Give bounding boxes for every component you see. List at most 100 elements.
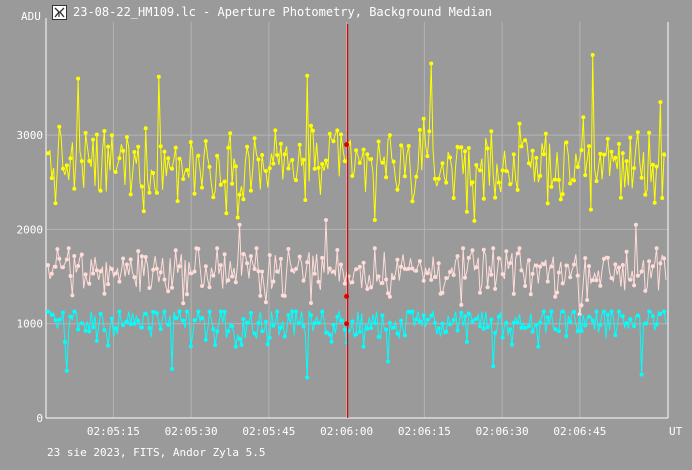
data-point: [478, 168, 482, 173]
data-point: [222, 309, 227, 314]
data-point: [620, 151, 625, 156]
data-point: [68, 314, 73, 319]
data-point: [660, 196, 665, 200]
data-point: [545, 201, 550, 206]
data-point: [132, 150, 137, 154]
data-point: [226, 278, 231, 283]
data-point: [235, 215, 240, 220]
data-point: [585, 298, 590, 302]
data-point: [590, 53, 595, 57]
data-point: [109, 267, 114, 271]
data-point: [91, 271, 96, 276]
data-point: [156, 74, 161, 79]
y-tick-label-2: 2000: [17, 223, 44, 236]
data-point: [472, 218, 477, 223]
data-point: [528, 292, 533, 297]
data-point: [650, 162, 655, 167]
data-point: [605, 136, 610, 141]
data-point: [132, 321, 137, 326]
data-point: [64, 163, 69, 168]
data-point: [658, 312, 663, 316]
data-point: [391, 276, 396, 281]
data-point: [500, 272, 505, 277]
x-tick-label-5: 02:06:30: [476, 425, 529, 438]
data-point: [166, 156, 171, 161]
data-point: [517, 246, 522, 251]
data-point: [286, 247, 291, 251]
data-point: [196, 246, 201, 251]
data-point: [124, 135, 129, 140]
data-point: [151, 309, 156, 314]
data-point: [218, 263, 223, 268]
data-point: [294, 178, 298, 183]
data-point: [511, 320, 516, 325]
data-point: [376, 274, 381, 279]
data-point: [399, 143, 404, 148]
data-point: [218, 182, 223, 187]
data-point: [158, 144, 163, 149]
data-point: [342, 159, 347, 164]
data-point: [46, 309, 50, 314]
data-point: [549, 309, 554, 314]
data-point: [241, 197, 246, 202]
data-point: [414, 174, 419, 179]
data-point: [173, 145, 178, 150]
data-point: [87, 329, 92, 334]
data-point: [203, 139, 208, 144]
data-point: [654, 322, 659, 327]
data-point: [590, 318, 595, 323]
data-point: [617, 141, 621, 146]
data-point: [594, 179, 599, 184]
data-point: [395, 257, 400, 262]
data-point: [121, 148, 126, 153]
data-point: [124, 262, 129, 267]
data-point: [643, 192, 648, 197]
data-point: [485, 146, 490, 151]
data-point: [188, 344, 193, 349]
data-point: [350, 319, 355, 324]
data-point: [177, 264, 182, 269]
data-point: [117, 156, 122, 161]
data-point: [618, 195, 623, 200]
data-point: [245, 261, 250, 266]
cursor-marker-2: [344, 321, 350, 327]
data-point: [200, 316, 204, 320]
data-point: [196, 153, 201, 158]
data-point: [463, 314, 467, 319]
data-point: [188, 271, 193, 276]
data-point: [64, 368, 69, 373]
data-point: [436, 261, 441, 266]
data-point: [61, 265, 65, 270]
data-point: [76, 327, 81, 332]
data-point: [309, 313, 313, 318]
data-point: [53, 201, 58, 206]
data-point: [568, 181, 573, 186]
data-point: [485, 325, 490, 330]
data-point: [224, 211, 229, 216]
data-point: [376, 334, 381, 339]
data-point: [121, 323, 126, 328]
data-point: [230, 274, 235, 279]
data-point: [530, 148, 535, 153]
data-point: [230, 181, 235, 186]
data-point: [233, 344, 238, 349]
data-point: [252, 331, 257, 336]
data-point: [466, 311, 471, 316]
data-point: [459, 145, 464, 150]
data-point: [613, 155, 618, 160]
data-point: [602, 256, 606, 261]
data-point: [207, 309, 212, 314]
data-point: [185, 168, 189, 172]
data-point: [335, 248, 340, 252]
data-point: [564, 334, 569, 339]
data-point: [429, 277, 434, 282]
data-point: [515, 187, 520, 192]
data-point: [620, 263, 625, 267]
data-point: [658, 100, 663, 105]
data-point: [493, 330, 498, 335]
data-point: [331, 269, 336, 274]
data-point: [500, 335, 505, 340]
data-point: [489, 317, 494, 322]
data-point: [170, 367, 174, 371]
